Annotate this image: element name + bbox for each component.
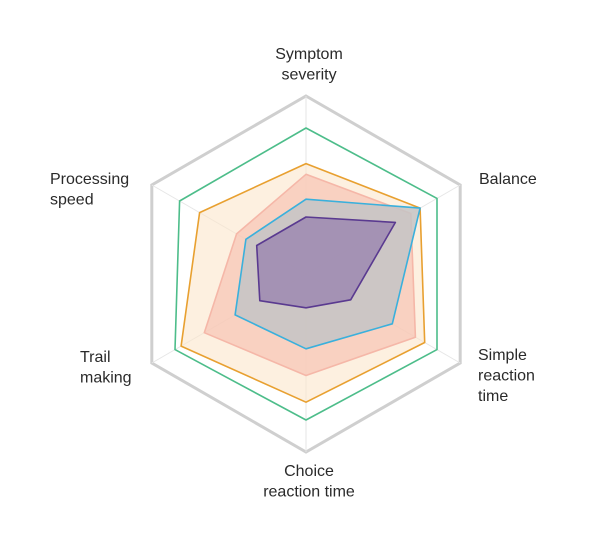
- axis-label-line: Simple: [478, 347, 527, 364]
- axis-label-line: Choice: [284, 463, 334, 480]
- radar-series: [174, 127, 438, 421]
- axis-label-line: speed: [50, 192, 94, 209]
- axis-label-line: Balance: [479, 171, 537, 188]
- axis-label-simple-reaction-time: Simple reaction time: [478, 347, 535, 405]
- axis-label-line: making: [80, 370, 132, 387]
- radar-series-1: [174, 127, 438, 421]
- axis-labels: Symptom severity Balance Simple reaction time…: [50, 46, 537, 501]
- axis-label-line: reaction: [478, 368, 535, 385]
- axis-label-line: reaction time: [263, 484, 355, 501]
- radar-series-5: [255, 216, 397, 309]
- axis-label-line: severity: [281, 67, 336, 84]
- axis-label-line: Trail: [80, 349, 111, 366]
- axis-label-line: Processing: [50, 171, 129, 188]
- axis-label-trail-making: Trail making: [80, 349, 132, 387]
- axis-label-balance: Balance: [479, 171, 537, 188]
- axis-label-line: time: [478, 388, 508, 405]
- axis-label-symptom-severity: Symptom severity: [275, 46, 343, 84]
- axis-label-processing-speed: Processing speed: [50, 171, 129, 209]
- axis-label-choice-reaction-time: Choice reaction time: [263, 463, 355, 501]
- axis-label-line: Symptom: [275, 46, 343, 63]
